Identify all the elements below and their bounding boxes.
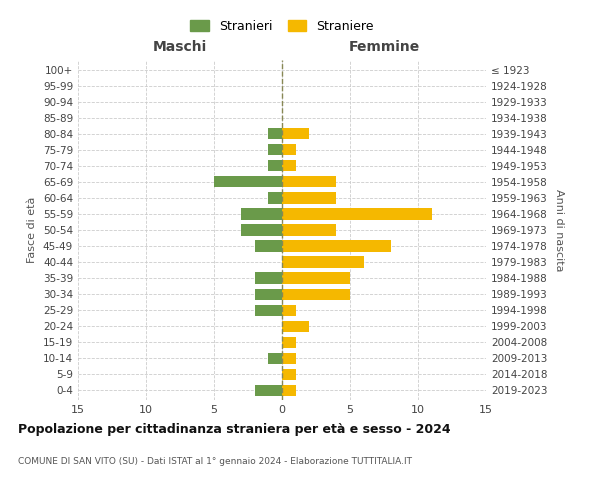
Text: COMUNE DI SAN VITO (SU) - Dati ISTAT al 1° gennaio 2024 - Elaborazione TUTTITALI: COMUNE DI SAN VITO (SU) - Dati ISTAT al … bbox=[18, 458, 412, 466]
Bar bbox=[282, 352, 296, 364]
Bar bbox=[268, 128, 282, 140]
Bar bbox=[255, 240, 282, 252]
Bar bbox=[255, 304, 282, 316]
Bar bbox=[282, 256, 364, 268]
Bar bbox=[282, 128, 309, 140]
Bar bbox=[255, 272, 282, 283]
Bar bbox=[282, 272, 350, 283]
Text: Popolazione per cittadinanza straniera per età e sesso - 2024: Popolazione per cittadinanza straniera p… bbox=[18, 422, 451, 436]
Y-axis label: Fasce di età: Fasce di età bbox=[28, 197, 37, 263]
Bar bbox=[214, 176, 282, 188]
Bar bbox=[241, 224, 282, 235]
Bar bbox=[282, 160, 296, 172]
Bar bbox=[282, 144, 296, 156]
Text: Maschi: Maschi bbox=[153, 40, 207, 54]
Bar bbox=[241, 208, 282, 220]
Text: Femmine: Femmine bbox=[349, 40, 419, 54]
Bar bbox=[282, 224, 337, 235]
Bar bbox=[255, 385, 282, 396]
Y-axis label: Anni di nascita: Anni di nascita bbox=[554, 188, 564, 271]
Bar bbox=[268, 192, 282, 203]
Bar bbox=[282, 288, 350, 300]
Bar bbox=[282, 208, 431, 220]
Bar bbox=[282, 176, 337, 188]
Bar bbox=[282, 368, 296, 380]
Bar bbox=[282, 240, 391, 252]
Bar bbox=[282, 320, 309, 332]
Bar bbox=[282, 385, 296, 396]
Legend: Stranieri, Straniere: Stranieri, Straniere bbox=[187, 16, 377, 37]
Bar bbox=[282, 304, 296, 316]
Bar bbox=[268, 160, 282, 172]
Bar bbox=[255, 288, 282, 300]
Bar bbox=[268, 352, 282, 364]
Bar bbox=[268, 144, 282, 156]
Bar bbox=[282, 336, 296, 348]
Bar bbox=[282, 192, 337, 203]
